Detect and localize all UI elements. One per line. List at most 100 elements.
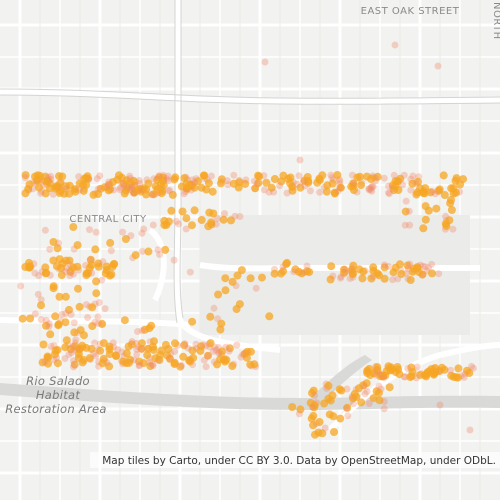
incident-dot — [337, 273, 345, 281]
incident-dot — [163, 175, 171, 183]
incident-dot — [340, 265, 348, 274]
incident-dot — [373, 363, 382, 372]
incident-dot — [215, 349, 223, 357]
incident-dot — [182, 214, 191, 223]
incident-dot — [242, 176, 250, 184]
incident-dot — [70, 360, 79, 369]
incident-dot — [375, 388, 383, 397]
incident-dot — [380, 405, 388, 413]
incident-dot — [191, 178, 198, 186]
incident-dot — [122, 349, 131, 358]
incident-dot — [233, 341, 241, 349]
incident-dot — [218, 347, 226, 356]
incident-dot — [110, 186, 118, 194]
incident-dot — [76, 326, 85, 335]
incident-dot — [258, 273, 266, 282]
incident-dot — [365, 185, 373, 193]
incident-dot — [308, 389, 316, 398]
incident-dot — [47, 172, 55, 180]
incident-dot — [251, 184, 260, 193]
incident-dot — [401, 221, 409, 229]
incident-dot — [88, 303, 97, 312]
incident-dot — [344, 412, 352, 420]
incident-dot — [391, 41, 399, 49]
incident-dot — [51, 346, 60, 355]
incident-dot — [204, 351, 212, 360]
incident-dot — [133, 345, 141, 353]
incident-dot — [436, 401, 444, 409]
incident-dot — [434, 62, 442, 70]
incident-dot — [354, 384, 363, 393]
incident-dot — [34, 290, 42, 298]
street-label: EAST OAK STREET — [361, 6, 460, 17]
incident-dot — [142, 185, 151, 194]
incident-dot — [164, 172, 172, 180]
incident-dot — [336, 414, 345, 423]
incident-dot — [367, 274, 376, 283]
incident-dot — [295, 410, 303, 418]
incident-dot — [79, 186, 88, 195]
incident-dot — [349, 179, 358, 188]
incident-dot — [101, 305, 109, 313]
incident-dot — [17, 282, 25, 290]
incident-dot — [400, 171, 408, 179]
incident-dot — [149, 361, 156, 368]
incident-dot — [35, 272, 43, 280]
incident-dot — [391, 182, 400, 191]
incident-dot — [119, 357, 128, 366]
incident-dot — [228, 362, 237, 370]
incident-dot — [184, 344, 192, 352]
incident-dot — [49, 238, 58, 246]
incident-dot — [385, 189, 392, 197]
incident-dot — [323, 181, 332, 190]
incident-dot — [368, 187, 376, 195]
incident-dot — [421, 215, 430, 224]
incident-dot — [80, 174, 89, 183]
incident-dot — [270, 175, 279, 183]
incident-dot — [309, 421, 318, 430]
incident-dot — [126, 186, 134, 194]
incident-dot — [21, 174, 29, 182]
incident-dot — [118, 180, 126, 188]
incident-dot — [330, 428, 338, 436]
incident-dot — [46, 245, 54, 253]
incident-dot — [61, 318, 70, 327]
incident-dot — [127, 232, 135, 240]
highways — [0, 0, 500, 433]
attribution-bg — [90, 452, 500, 468]
incident-dot — [253, 180, 261, 188]
incident-dot — [406, 276, 415, 284]
incident-dot — [102, 262, 111, 271]
incident-dot — [135, 357, 144, 366]
incident-dot — [49, 284, 58, 293]
incident-dot — [343, 403, 352, 412]
incident-dot — [82, 343, 91, 352]
incident-dot — [181, 340, 189, 348]
incident-dot — [165, 177, 172, 184]
incident-dot — [92, 277, 101, 286]
incident-dot — [70, 319, 78, 327]
incident-dot — [430, 368, 439, 377]
highway — [327, 342, 500, 433]
incident-dot — [35, 183, 43, 192]
incident-dot — [171, 347, 179, 355]
highway — [174, 0, 281, 353]
incident-dot — [335, 385, 344, 394]
incident-dot — [138, 229, 146, 237]
incident-dot — [67, 310, 75, 318]
incident-dot — [270, 188, 278, 196]
incident-dot — [31, 172, 39, 181]
incident-dot — [103, 183, 111, 191]
incident-dot — [87, 261, 96, 270]
incident-dot — [51, 312, 60, 321]
incident-dot — [144, 179, 153, 188]
incident-dot — [154, 246, 162, 254]
incident-dot — [369, 394, 378, 403]
incident-dot — [120, 316, 129, 325]
incident-dot — [460, 373, 468, 381]
incident-dot — [44, 353, 52, 362]
incident-dot — [385, 182, 393, 190]
incident-dot — [447, 206, 456, 214]
incident-dot — [119, 179, 128, 188]
incident-dot — [362, 172, 371, 181]
